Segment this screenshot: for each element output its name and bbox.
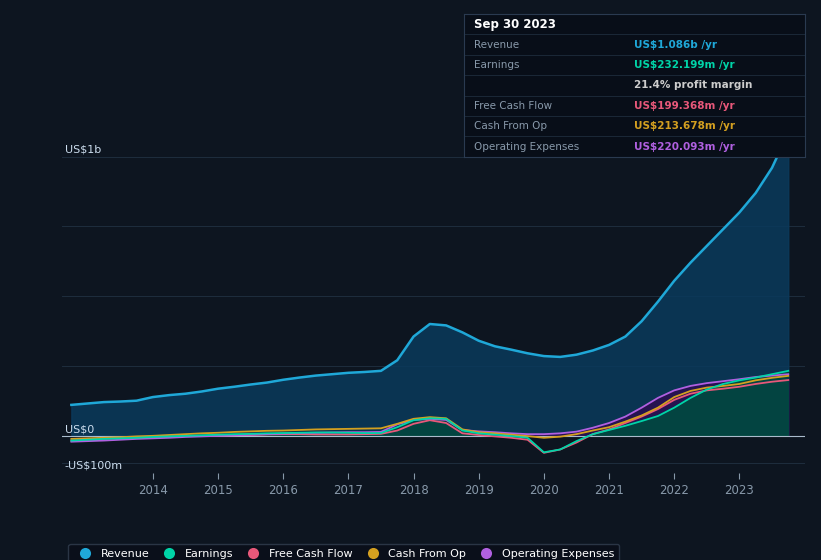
Text: Revenue: Revenue	[474, 40, 519, 50]
Text: US$199.368m /yr: US$199.368m /yr	[635, 101, 735, 111]
Text: 21.4% profit margin: 21.4% profit margin	[635, 81, 753, 90]
Legend: Revenue, Earnings, Free Cash Flow, Cash From Op, Operating Expenses: Revenue, Earnings, Free Cash Flow, Cash …	[68, 544, 620, 560]
Text: -US$100m: -US$100m	[65, 460, 123, 470]
Text: Sep 30 2023: Sep 30 2023	[474, 18, 556, 31]
Text: US$1.086b /yr: US$1.086b /yr	[635, 40, 718, 50]
Text: Cash From Op: Cash From Op	[474, 121, 547, 131]
Text: US$1b: US$1b	[65, 144, 101, 155]
Text: Earnings: Earnings	[474, 60, 520, 70]
Text: US$232.199m /yr: US$232.199m /yr	[635, 60, 735, 70]
Text: US$220.093m /yr: US$220.093m /yr	[635, 142, 735, 152]
Text: Free Cash Flow: Free Cash Flow	[474, 101, 553, 111]
Text: US$213.678m /yr: US$213.678m /yr	[635, 121, 736, 131]
Text: US$0: US$0	[65, 424, 94, 434]
Text: Operating Expenses: Operating Expenses	[474, 142, 580, 152]
